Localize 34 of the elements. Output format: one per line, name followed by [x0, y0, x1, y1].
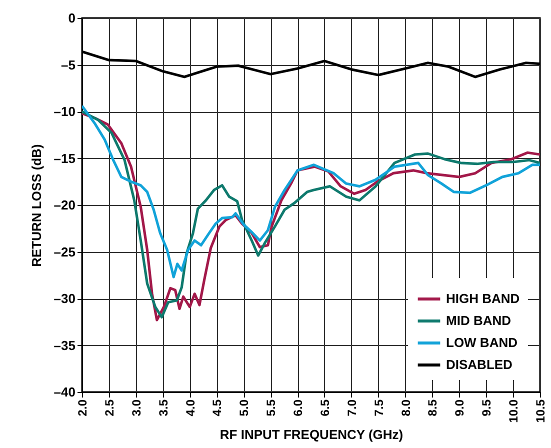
- x-tick-label: 8.5: [426, 399, 440, 416]
- legend-label: LOW BAND: [446, 335, 518, 350]
- x-axis-title: RF INPUT FREQUENCY (GHz): [220, 426, 404, 442]
- x-tick-label: 7.5: [372, 399, 386, 416]
- x-tick-label: 9.5: [480, 399, 494, 416]
- x-tick-label: 2.0: [76, 399, 90, 416]
- y-tick-label: –30: [54, 291, 76, 306]
- x-tick-label: 3.0: [129, 399, 144, 416]
- x-tick-label: 10.0: [506, 399, 521, 423]
- x-tick-label: 2.5: [102, 399, 116, 416]
- legend-label: MID BAND: [446, 313, 511, 328]
- x-tick-label: 7.0: [344, 399, 359, 416]
- x-tick-label: 10.5: [534, 399, 548, 423]
- x-tick-label: 4.5: [210, 399, 224, 416]
- x-tick-label: 4.0: [183, 399, 198, 416]
- x-tick-label: 9.0: [452, 399, 467, 416]
- y-tick-label: –20: [54, 198, 76, 212]
- x-tick-label: 6.5: [318, 399, 332, 416]
- legend-label: DISABLED: [446, 357, 512, 372]
- y-tick-label: –15: [54, 150, 76, 166]
- x-tick-label: 3.5: [156, 399, 170, 416]
- y-axis-title: RETURN LOSS (dB): [28, 144, 44, 267]
- y-tick-label: –25: [54, 244, 76, 260]
- line-series: [82, 104, 540, 278]
- y-tick-label: –35: [54, 338, 76, 353]
- x-tick-label: 6.0: [291, 399, 306, 416]
- y-tick-label: –40: [54, 384, 76, 400]
- x-tick-label: 5.5: [264, 399, 278, 416]
- y-tick-label: –10: [54, 104, 76, 119]
- y-tick-label: 0: [68, 10, 76, 26]
- legend-label: HIGH BAND: [446, 291, 520, 306]
- x-tick-label: 8.0: [398, 399, 413, 416]
- x-tick-label: 5.0: [237, 399, 252, 416]
- y-tick-label: –5: [61, 57, 76, 72]
